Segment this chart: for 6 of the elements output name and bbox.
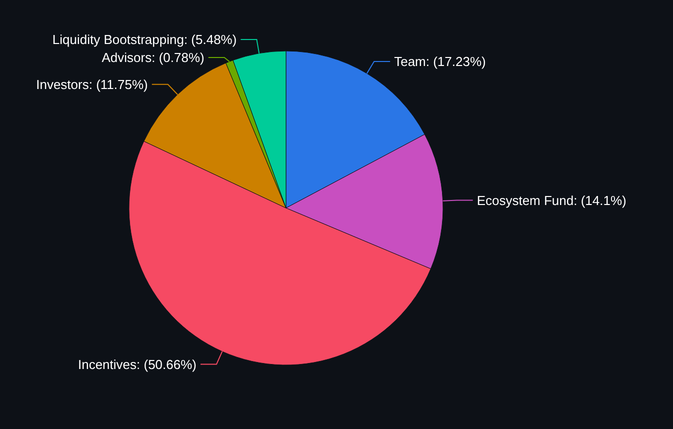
slice-label: Investors: (11.75%) — [36, 76, 148, 92]
slice-label: Incentives: (50.66%) — [78, 356, 197, 372]
slice-label: Liquidity Bootstrapping: (5.48%) — [52, 32, 237, 48]
slice-label: Advisors: (0.78%) — [102, 50, 204, 66]
slice-label: Ecosystem Fund: (14.1%) — [476, 192, 626, 208]
slice-label: Team: (17.23%) — [394, 54, 486, 69]
